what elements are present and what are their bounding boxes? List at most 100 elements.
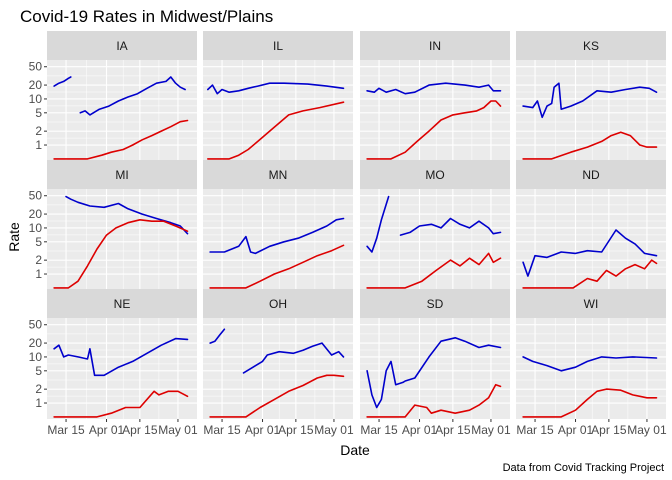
strip-label: MI (115, 168, 128, 182)
y-tick-label: 5 (35, 364, 42, 378)
x-tick-label: May 01 (314, 423, 354, 437)
y-tick-label: 10 (29, 92, 43, 106)
strip-background (47, 289, 197, 318)
strip-label: IL (273, 39, 283, 53)
panel-background (203, 318, 353, 419)
strip-label: SD (427, 297, 444, 311)
facet-mo: MO (360, 160, 510, 290)
x-tick-label: Mar 15 (360, 423, 398, 437)
y-tick-label: 10 (29, 221, 43, 235)
x-tick-label: Apr 15 (435, 423, 471, 437)
red-series-line (53, 219, 189, 289)
facet-nd: ND (516, 160, 666, 290)
y-tick-label: 20 (29, 336, 43, 350)
x-tick-label: Apr 01 (558, 423, 594, 437)
blue-series-line (522, 82, 658, 119)
y-tick-label: 1 (35, 267, 42, 281)
strip-background (360, 160, 510, 189)
strip-label: IN (429, 39, 441, 53)
red-series-line (522, 259, 658, 289)
strip-background (516, 31, 666, 60)
x-tick-label: Mar 15 (47, 423, 85, 437)
red-series-line (53, 119, 189, 160)
strip-background (203, 31, 353, 60)
y-tick-label: 20 (29, 78, 43, 92)
facet-ks: KS (516, 31, 666, 161)
blue-series-line (53, 76, 72, 87)
blue-series-line (207, 82, 345, 95)
x-tick-label: Mar 15 (516, 423, 554, 437)
strip-label: ND (582, 168, 600, 182)
red-series-line (522, 388, 658, 418)
chart-caption: Data from Covid Tracking Project (503, 462, 664, 474)
red-series-line (207, 101, 345, 160)
x-tick-label: Apr 15 (591, 423, 627, 437)
strip-background (516, 289, 666, 318)
y-tick-label: 2 (35, 253, 42, 267)
strip-label: OH (269, 297, 287, 311)
facet-mn: MN (203, 160, 353, 290)
x-tick-label: May 01 (627, 423, 667, 437)
blue-series-line (65, 195, 189, 235)
strip-background (516, 160, 666, 189)
x-tick-label: Mar 15 (203, 423, 241, 437)
y-tick-label: 20 (29, 207, 43, 221)
strip-label: IA (116, 39, 127, 53)
red-series-line (366, 100, 502, 160)
red-series-line (209, 244, 345, 289)
blue-series-line (79, 76, 186, 116)
red-series-line (53, 390, 189, 418)
blue-series-line (366, 195, 390, 253)
strip-label: WI (584, 297, 599, 311)
panel-background (203, 60, 353, 161)
strip-label: MN (269, 168, 288, 182)
y-tick-label: 2 (35, 124, 42, 138)
blue-series-line (209, 217, 345, 255)
strip-background (203, 160, 353, 189)
strip-label: KS (583, 39, 599, 53)
panel-background (360, 60, 510, 161)
x-axis-title: Date (340, 442, 370, 458)
strip-label: MO (425, 168, 444, 182)
y-tick-label: 2 (35, 382, 42, 396)
red-series-line (209, 374, 345, 418)
red-series-line (522, 131, 658, 160)
panel-background (47, 189, 197, 290)
y-tick-label: 10 (29, 350, 43, 364)
strip-background (47, 31, 197, 60)
blue-series-line (209, 328, 226, 344)
x-tick-label: May 01 (471, 423, 511, 437)
strip-background (360, 289, 510, 318)
y-axis-title: Rate (6, 222, 22, 252)
blue-series-line (399, 217, 502, 236)
y-tick-label: 1 (35, 138, 42, 152)
y-tick-label: 50 (29, 60, 43, 74)
x-tick-label: Apr 01 (89, 423, 125, 437)
panel-background (203, 189, 353, 290)
y-tick-label: 50 (29, 318, 43, 332)
red-series-line (366, 383, 502, 418)
x-tick-label: Apr 15 (278, 423, 314, 437)
x-tick-label: Apr 01 (402, 423, 438, 437)
facet-il: IL (203, 31, 353, 161)
blue-series-line (242, 342, 345, 374)
x-tick-label: Apr 01 (245, 423, 281, 437)
panel-background (516, 318, 666, 419)
blue-series-line (522, 356, 658, 372)
x-tick-label: Apr 15 (122, 423, 158, 437)
y-tick-label: 5 (35, 235, 42, 249)
panel-background (47, 60, 197, 161)
strip-background (203, 289, 353, 318)
facet-in: IN (360, 31, 510, 161)
y-tick-label: 5 (35, 106, 42, 120)
blue-series-line (53, 337, 189, 377)
chart-title: Covid-19 Rates in Midwest/Plains (20, 7, 273, 26)
y-tick-label: 50 (29, 189, 43, 203)
